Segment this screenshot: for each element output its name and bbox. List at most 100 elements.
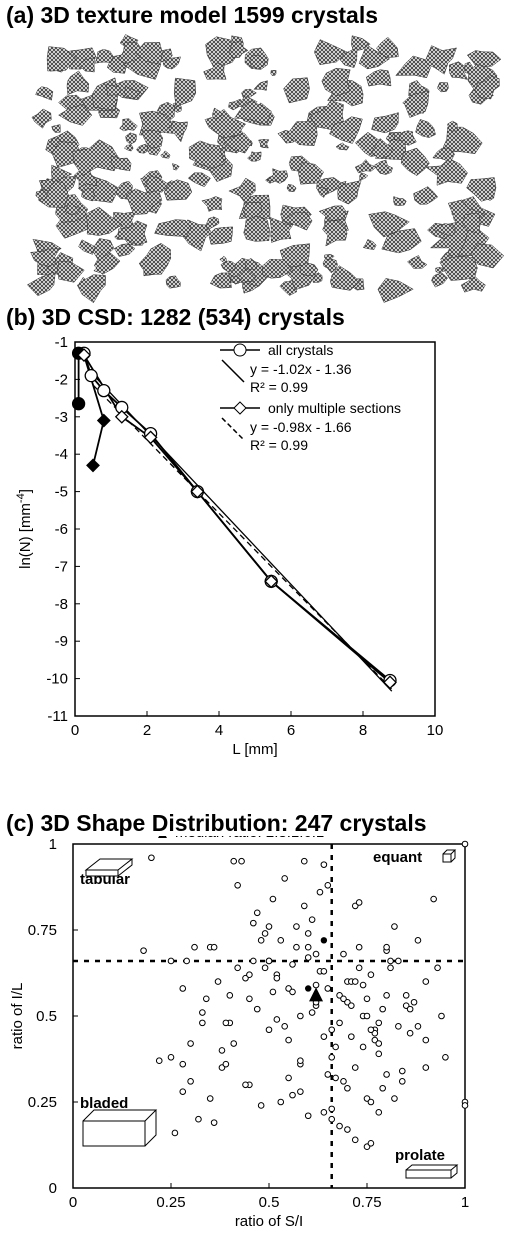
scatter-point (265, 923, 273, 930)
scatter-point (398, 1078, 406, 1085)
crystal-blob (163, 179, 193, 201)
scatter-point (210, 943, 218, 951)
crystal-blob (425, 158, 468, 186)
scatter-point (191, 943, 198, 951)
scatter-point (379, 1084, 386, 1092)
scatter-point (332, 1043, 339, 1051)
crystal-blob (228, 177, 256, 205)
crystal-blob (300, 262, 319, 277)
scatter-point (442, 1053, 449, 1061)
legend-fit-line (221, 359, 245, 383)
x-tick-label: 8 (359, 722, 367, 739)
crystal-blob (114, 243, 136, 257)
crystal-blob (423, 45, 457, 75)
crystal-blob (229, 40, 249, 59)
crystal-blob (370, 138, 394, 160)
crystal-blob (431, 273, 448, 288)
crystal-blob (236, 268, 257, 282)
filled-scatter-point (320, 937, 328, 944)
crystal-blob (447, 120, 459, 132)
scatter-point (222, 1060, 230, 1068)
y-axis-label: ln(N) [mm-4] (15, 489, 34, 569)
circle-point (84, 369, 98, 383)
legend-fit-r2: R² = 0.99 (250, 379, 308, 395)
crystal-blob (471, 243, 505, 269)
crystal-blob (35, 86, 54, 101)
crystal-blob (337, 180, 362, 205)
scatter-point (367, 971, 375, 979)
crystal-blob (228, 98, 242, 111)
crystal-blob (145, 175, 170, 193)
crystal-blob (64, 201, 81, 215)
crystal-blob (413, 186, 439, 205)
scatter-point (414, 937, 422, 944)
crystal-blob (448, 61, 469, 80)
legend-series-name: only multiple sections (268, 400, 401, 416)
crystal-blob (253, 80, 268, 91)
crystal-blob (313, 39, 348, 65)
scatter-point (297, 1012, 304, 1020)
scatter-point (183, 957, 190, 965)
crystal-blob (322, 258, 338, 274)
crystal-blob (135, 42, 163, 65)
crystal-blob (258, 139, 270, 149)
crystal-blob (266, 168, 289, 184)
scatter-point (375, 1050, 383, 1058)
legend-fit-equation: y = -1.02x - 1.36 (250, 361, 352, 377)
scatter-point (351, 1136, 359, 1144)
scatter-point (304, 1112, 312, 1120)
crystal-blob (400, 147, 430, 176)
crystal-blob (474, 75, 500, 100)
crystal-blob (38, 178, 55, 192)
scatter-point (367, 1026, 375, 1034)
crystal-blob (436, 82, 449, 93)
x-tick-label: 0.5 (259, 1194, 280, 1211)
filled-diamond-point (96, 413, 111, 428)
x-tick-label: 0 (71, 722, 79, 739)
legend-diamond-marker (233, 401, 247, 415)
diamond-point (264, 574, 279, 589)
scatter-point (359, 981, 367, 989)
crystal-blob (322, 220, 348, 247)
crystal-blob (462, 212, 481, 234)
crystal-blob (203, 62, 227, 80)
scatter-point (367, 1139, 375, 1147)
crystal-blob (404, 90, 430, 118)
scatter-point (438, 1012, 445, 1020)
crystal-blob (466, 50, 502, 68)
texture-model-image (27, 34, 505, 304)
prolate-shape-icon (405, 1164, 459, 1179)
scatter-point (398, 1067, 406, 1075)
crystal-blob (318, 205, 347, 222)
scatter-point (195, 1115, 202, 1123)
median-marker (309, 987, 324, 1002)
crystal-blob (27, 271, 56, 297)
crystal-blob (377, 278, 414, 303)
scatter-point (281, 1023, 288, 1030)
crystal-blob (376, 36, 399, 58)
legend-circle-marker (233, 343, 247, 357)
crystal-blob (35, 190, 49, 200)
scatter-point (179, 1060, 187, 1068)
crystal-blob (201, 196, 223, 212)
crystal-blob (381, 228, 422, 254)
scatter-point (461, 1102, 469, 1109)
series-line (83, 354, 391, 684)
filled-scatter-point (305, 985, 312, 992)
scatter-point (355, 964, 363, 972)
legend-series-name: all crystals (268, 342, 333, 358)
scatter-point (324, 881, 332, 889)
crystal-blob (335, 142, 350, 151)
scatter-point (308, 916, 316, 923)
crystal-blob (125, 132, 137, 145)
scatter-point (422, 1064, 430, 1071)
crystal-blob (94, 48, 114, 64)
scatter-point (269, 988, 277, 996)
scatter-point (332, 1074, 339, 1082)
scatter-point (261, 964, 269, 972)
diamond-point (114, 409, 129, 424)
y-tick-label: -10 (46, 671, 68, 688)
scatter-point (214, 978, 222, 985)
y-tick-label: -2 (55, 371, 68, 388)
scatter-point (218, 1047, 226, 1054)
